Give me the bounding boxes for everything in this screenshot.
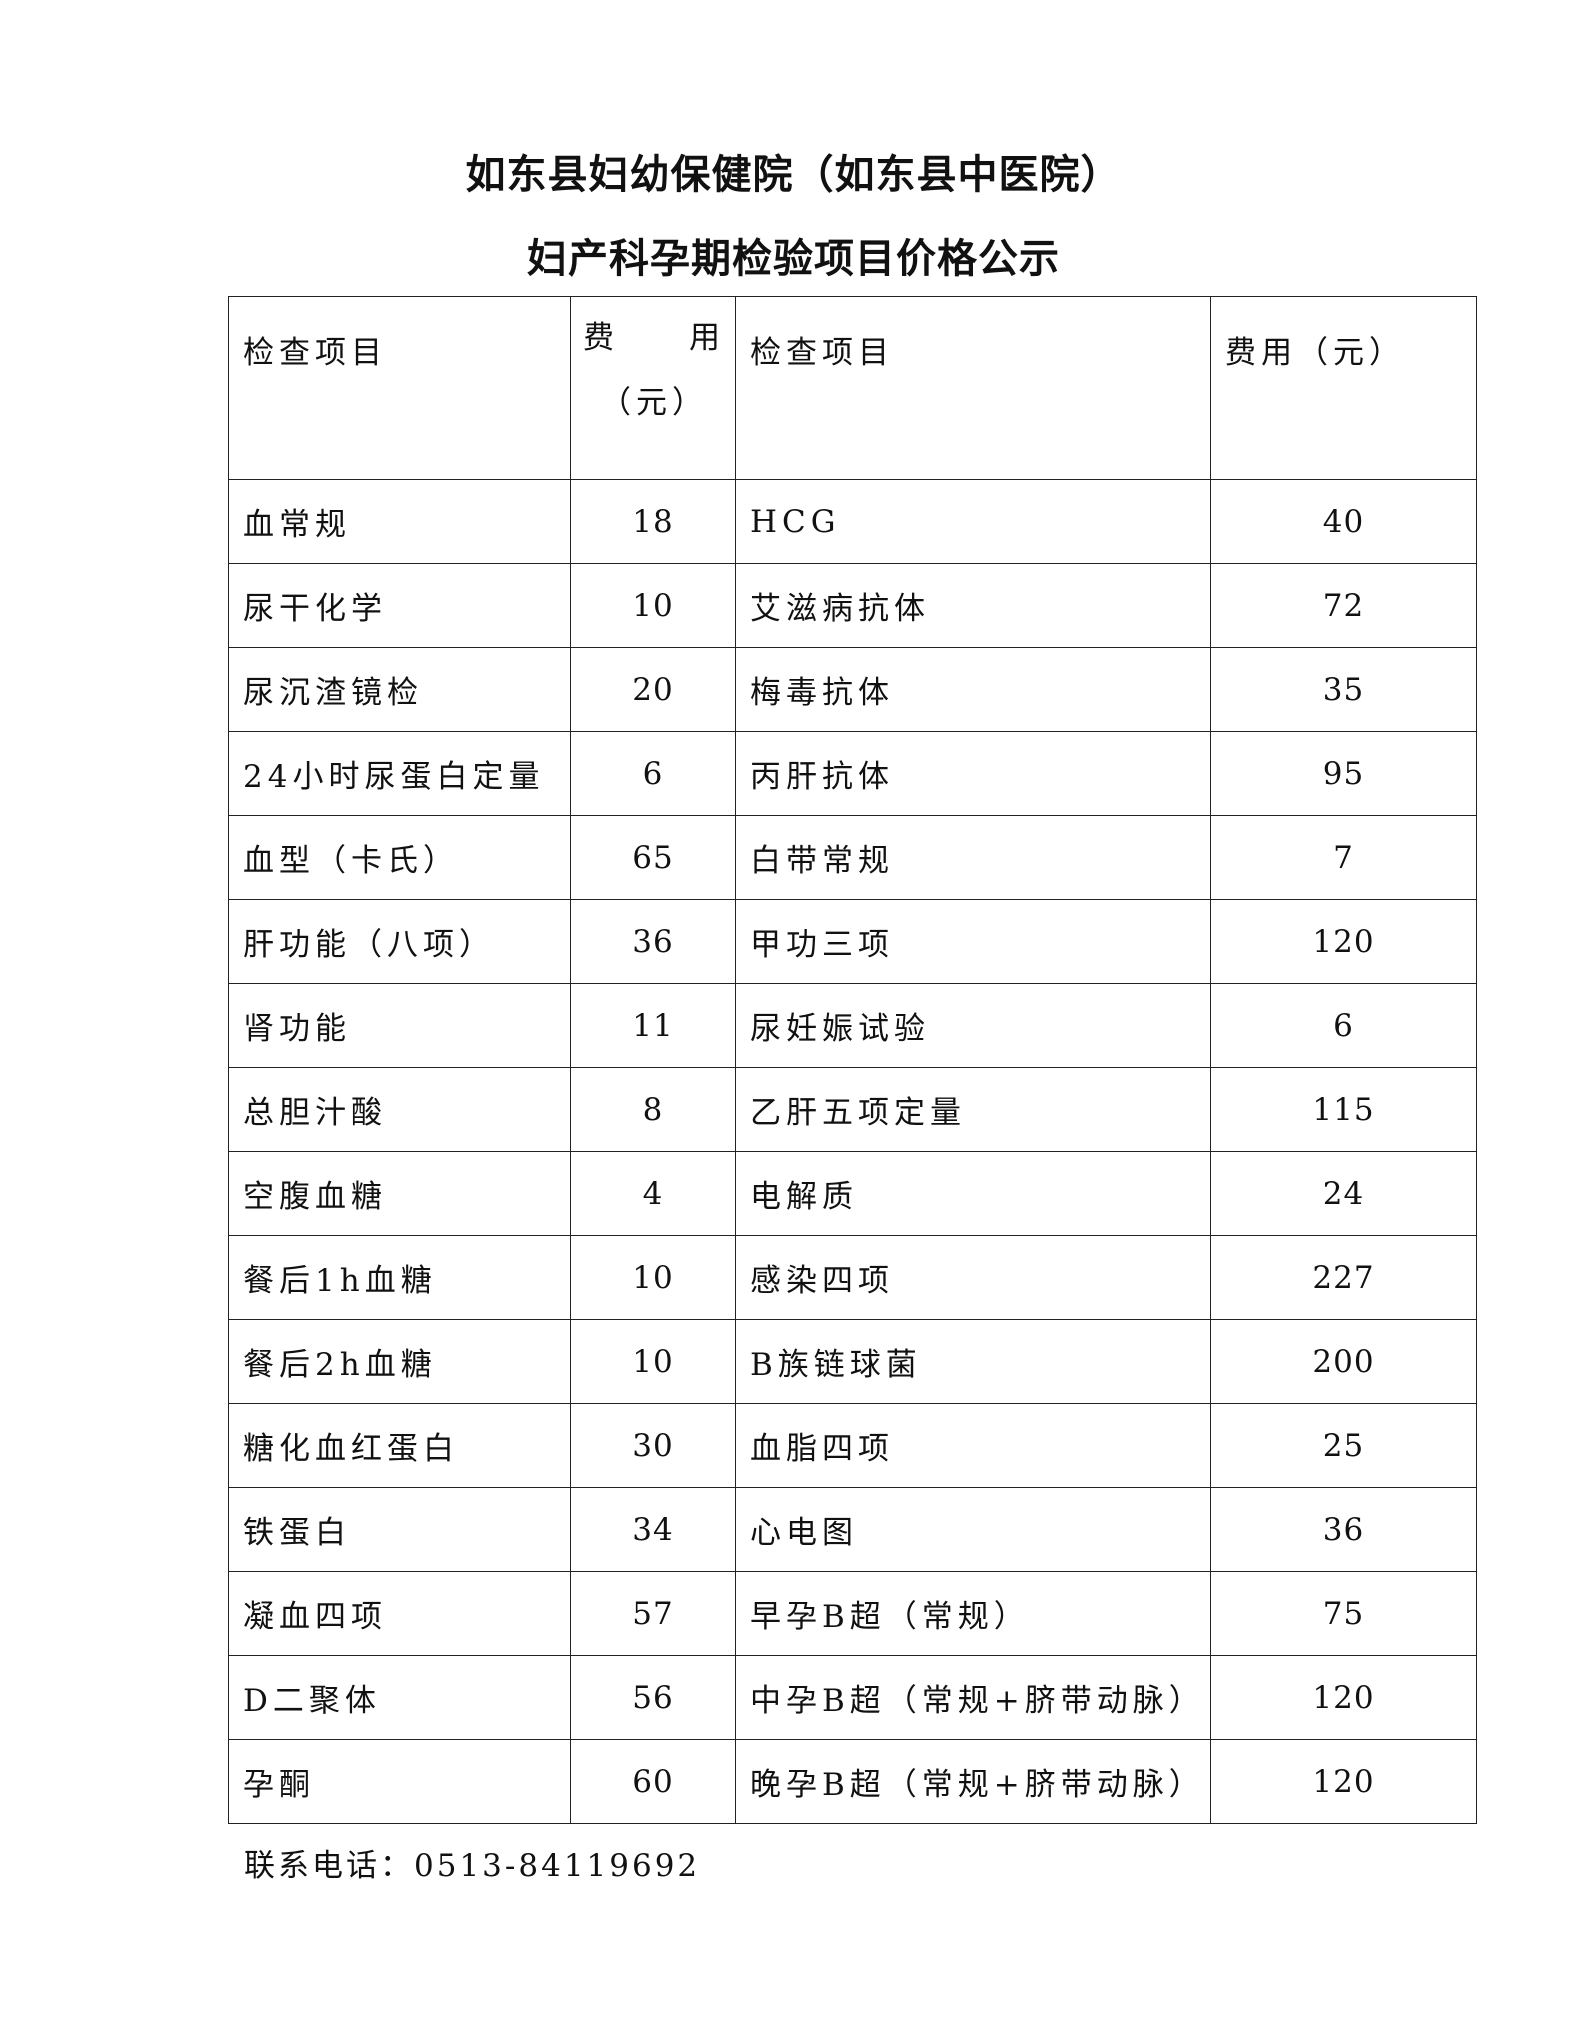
item-fee-left: 11 [570,983,736,1068]
item-fee-right: 40 [1210,479,1477,564]
item-name-right: 中孕B超（常规+脐带动脉） [735,1655,1211,1740]
table-row: 24小时尿蛋白定量 6 丙肝抗体 95 [228,731,1477,816]
item-fee-right: 200 [1210,1319,1477,1404]
item-fee-right: 115 [1210,1067,1477,1152]
item-name-right: 艾滋病抗体 [735,563,1211,648]
item-fee-left: 18 [570,479,736,564]
item-fee-left: 10 [570,1235,736,1320]
item-name-right: 乙肝五项定量 [735,1067,1211,1152]
item-name-right: 甲功三项 [735,899,1211,984]
table-row: 空腹血糖 4 电解质 24 [228,1151,1477,1236]
item-name-right: 丙肝抗体 [735,731,1211,816]
item-fee-right: 36 [1210,1487,1477,1572]
item-name-right: B族链球菌 [735,1319,1211,1404]
item-fee-left: 10 [570,1319,736,1404]
item-fee-right: 35 [1210,647,1477,732]
item-fee-left: 60 [570,1739,736,1824]
item-name-right: 梅毒抗体 [735,647,1211,732]
table-row: D二聚体 56 中孕B超（常规+脐带动脉） 120 [228,1655,1477,1740]
item-name-left: 血常规 [228,479,571,564]
item-name-left: 24小时尿蛋白定量 [228,731,571,816]
item-name-left: D二聚体 [228,1655,571,1740]
item-name-left: 糖化血红蛋白 [228,1403,571,1488]
table-header-row: 检查项目 费 用 （元） 检查项目 费用（元） [228,296,1477,480]
item-fee-right: 120 [1210,1655,1477,1740]
table-row: 尿干化学 10 艾滋病抗体 72 [228,563,1477,648]
item-fee-left: 20 [570,647,736,732]
item-fee-left: 6 [570,731,736,816]
item-fee-left: 34 [570,1487,736,1572]
price-table: 检查项目 费用 （元） 检查项目 费用（元） 血常规 18 HCG 40 尿干化学 10 艾… [228,296,1477,1824]
item-name-left: 尿干化学 [228,563,571,648]
item-name-right: 感染四项 [735,1235,1211,1320]
contact-phone: 联系电话：0513-84119692 [244,1848,701,1884]
item-name-right: 电解质 [735,1151,1211,1236]
item-name-left: 肝功能（八项） [228,899,571,984]
table-row: 尿沉渣镜检 20 梅毒抗体 35 [228,647,1477,732]
item-fee-right: 75 [1210,1571,1477,1656]
table-row: 凝血四项 57 早孕B超（常规） 75 [228,1571,1477,1656]
item-name-right: 晚孕B超（常规+脐带动脉） [735,1739,1211,1824]
header-fee-1-unit: （元） [600,385,708,421]
table-row: 糖化血红蛋白 30 血脂四项 25 [228,1403,1477,1488]
item-fee-left: 30 [570,1403,736,1488]
item-fee-right: 24 [1210,1151,1477,1236]
document-subtitle: 妇产科孕期检验项目价格公示 [527,235,1060,282]
item-fee-right: 72 [1210,563,1477,648]
item-fee-left: 65 [570,815,736,900]
item-fee-right: 6 [1210,983,1477,1068]
item-fee-right: 7 [1210,815,1477,900]
item-fee-left: 10 [570,563,736,648]
item-fee-right: 120 [1210,1739,1477,1824]
header-item-2: 检查项目 [735,296,1211,480]
table-row: 肾功能 11 尿妊娠试验 6 [228,983,1477,1068]
item-name-left: 凝血四项 [228,1571,571,1656]
header-fee-2: 费用（元） [1210,296,1477,480]
item-name-right: 血脂四项 [735,1403,1211,1488]
item-name-right: 心电图 [735,1487,1211,1572]
item-fee-right: 120 [1210,899,1477,984]
table-row: 血常规 18 HCG 40 [228,479,1477,564]
item-name-left: 尿沉渣镜检 [228,647,571,732]
document-title: 如东县妇幼保健院（如东县中医院） [465,151,1122,198]
item-name-left: 铁蛋白 [228,1487,571,1572]
table-row: 孕酮 60 晚孕B超（常规+脐带动脉） 120 [228,1739,1477,1824]
table-row: 铁蛋白 34 心电图 36 [228,1487,1477,1572]
item-fee-left: 56 [570,1655,736,1740]
header-item-1: 检查项目 [228,296,571,480]
table-row: 肝功能（八项） 36 甲功三项 120 [228,899,1477,984]
item-fee-left: 4 [570,1151,736,1236]
item-fee-left: 36 [570,899,736,984]
item-fee-left: 8 [570,1067,736,1152]
item-name-left: 总胆汁酸 [228,1067,571,1152]
table-row: 餐后1h血糖 10 感染四项 227 [228,1235,1477,1320]
item-name-right: 尿妊娠试验 [735,983,1211,1068]
item-name-right: 白带常规 [735,815,1211,900]
item-name-left: 餐后1h血糖 [228,1235,571,1320]
table-row: 总胆汁酸 8 乙肝五项定量 115 [228,1067,1477,1152]
item-name-left: 空腹血糖 [228,1151,571,1236]
item-name-left: 肾功能 [228,983,571,1068]
item-name-right: HCG [735,479,1211,564]
item-name-left: 孕酮 [228,1739,571,1824]
header-fee-1-a: 费 [583,320,619,356]
item-fee-right: 227 [1210,1235,1477,1320]
table-row: 餐后2h血糖 10 B族链球菌 200 [228,1319,1477,1404]
item-name-right: 早孕B超（常规） [735,1571,1211,1656]
header-fee-1-b: 用 [689,320,725,356]
item-fee-left: 57 [570,1571,736,1656]
item-name-left: 餐后2h血糖 [228,1319,571,1404]
item-fee-right: 25 [1210,1403,1477,1488]
item-fee-right: 95 [1210,731,1477,816]
header-fee-1: 费 用 （元） [570,296,736,480]
item-name-left: 血型（卡氏） [228,815,571,900]
table-row: 血型（卡氏） 65 白带常规 7 [228,815,1477,900]
